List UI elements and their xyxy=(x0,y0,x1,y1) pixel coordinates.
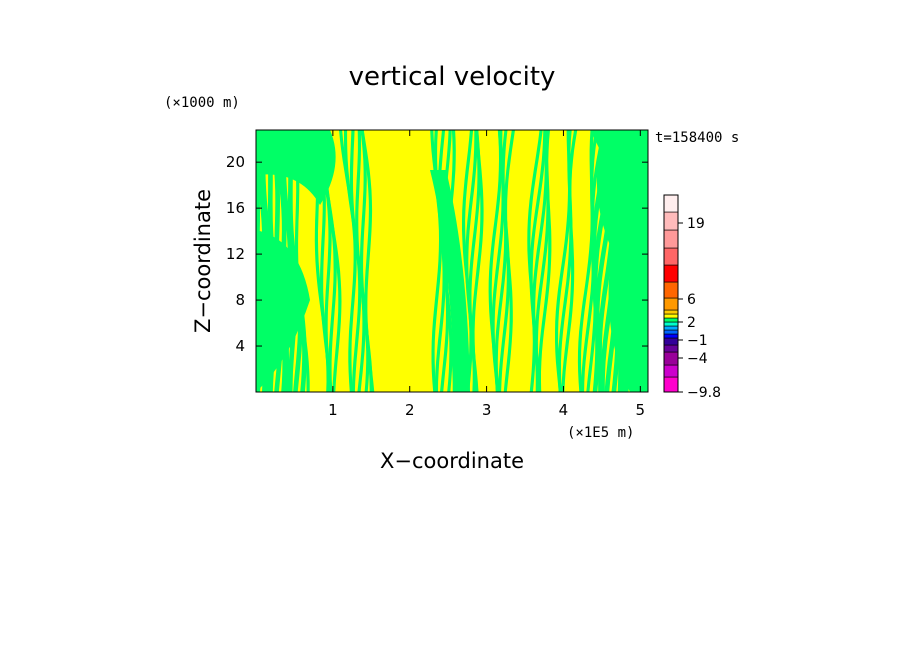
y-tick-label: 4 xyxy=(235,337,245,355)
field-band xyxy=(537,130,552,392)
field-band xyxy=(317,130,337,392)
colorbar-swatch xyxy=(663,364,679,378)
colorbar-swatch xyxy=(663,317,679,323)
colorbar-tick-label: 19 xyxy=(687,216,705,232)
field-band xyxy=(561,130,578,392)
y-tick-label: 20 xyxy=(226,153,245,171)
colorbar-swatch xyxy=(663,337,679,346)
colorbar-swatch xyxy=(663,333,679,339)
field-band xyxy=(359,130,373,392)
colorbar-swatch xyxy=(663,309,679,315)
colorbar-swatch xyxy=(663,211,679,231)
colorbar-swatch xyxy=(663,229,679,249)
velocity-field xyxy=(256,130,648,392)
time-label: t=158400 s xyxy=(655,130,739,146)
colorbar-swatch xyxy=(663,313,679,319)
colorbar-swatch xyxy=(663,344,679,353)
colorbar-frame xyxy=(663,194,679,393)
x-tick-label: 1 xyxy=(328,401,338,419)
x-tick-label: 4 xyxy=(559,401,569,419)
plot-frame xyxy=(255,129,649,393)
field-band xyxy=(468,130,481,392)
colorbar-swatch xyxy=(663,264,679,283)
plot-area xyxy=(255,129,649,393)
field-band xyxy=(444,130,456,392)
y-axis: 4 8 12 16 20 xyxy=(226,153,648,355)
field-band xyxy=(339,130,357,392)
field-band xyxy=(323,130,342,392)
y-tick-label: 8 xyxy=(235,291,245,309)
y-axis-label: Z−coordinate xyxy=(191,189,215,333)
field-band xyxy=(471,130,484,392)
y-tick-label: 12 xyxy=(226,245,245,263)
x-scale-label: (×1E5 m) xyxy=(567,425,634,441)
field-band xyxy=(586,130,606,392)
field-region xyxy=(590,130,648,392)
field-band xyxy=(360,130,375,392)
field-band xyxy=(314,130,333,392)
field-band xyxy=(555,130,572,392)
colorbar-swatch xyxy=(663,321,679,327)
field-band xyxy=(344,130,362,392)
field-region xyxy=(430,170,470,392)
field-band xyxy=(491,130,505,392)
field-region xyxy=(256,130,336,205)
chart-title: vertical velocity xyxy=(349,62,556,92)
field-band xyxy=(527,130,543,392)
colorbar-swatch xyxy=(663,281,679,299)
x-axis: 1 2 3 4 5 xyxy=(328,130,645,419)
colorbar-swatch xyxy=(663,247,679,266)
y-scale-label: (×1000 m) xyxy=(164,95,240,111)
colorbar-swatch xyxy=(663,351,679,366)
colorbar-swatch xyxy=(663,194,679,213)
colorbar-tick-label: 6 xyxy=(687,292,696,308)
colorbar-swatch xyxy=(663,325,679,331)
colorbar-tick-label: 2 xyxy=(687,315,696,331)
colorbar-tick-label: −9.8 xyxy=(687,385,721,401)
x-tick-label: 3 xyxy=(482,401,492,419)
colorbar-tick-label: −4 xyxy=(687,351,708,367)
field-band xyxy=(532,130,548,392)
field-band xyxy=(577,130,594,392)
x-tick-label: 5 xyxy=(636,401,646,419)
field-region xyxy=(256,230,310,392)
field-band xyxy=(534,130,550,392)
x-tick-label: 2 xyxy=(405,401,415,419)
x-axis-label: X−coordinate xyxy=(380,449,524,473)
y-tick-label: 16 xyxy=(226,199,245,217)
field-band xyxy=(503,130,515,392)
field-band xyxy=(280,130,303,392)
colorbar-swatch xyxy=(663,376,679,393)
field-band xyxy=(291,130,310,392)
colorbar-swatch xyxy=(663,329,679,335)
colorbar: −9.8 −4 −1 2 6 19 xyxy=(663,194,721,401)
colorbar-swatch xyxy=(663,297,679,311)
colorbar-tick-label: −1 xyxy=(687,333,708,349)
